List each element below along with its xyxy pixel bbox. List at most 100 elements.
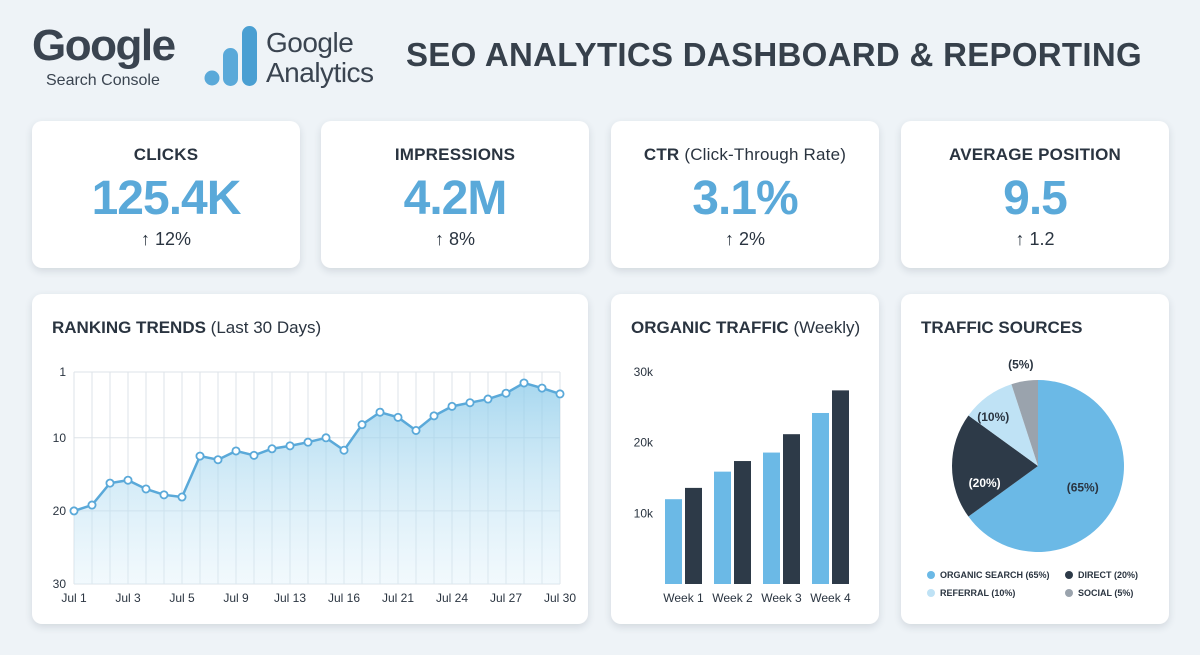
ranking-point [321,433,331,443]
ranking-point [357,420,367,430]
pie-slice [952,415,1038,517]
ranking-point [195,451,205,461]
x-tick-label: Jul 3 [115,591,141,605]
x-tick-label: Jul 30 [544,591,576,605]
pie-slice-label: (65%) [1067,481,1099,495]
ranking-point [267,444,277,454]
ranking-point [483,394,493,404]
organic-traffic-title: ORGANIC TRAFFIC (Weekly) [631,318,861,337]
ranking-point [159,490,169,500]
kpi-change: ↑ 1.2 [1015,229,1055,249]
legend-dot-icon [927,589,935,597]
analytics-bars-icon [204,26,257,86]
bar [685,487,702,584]
kpi-label: CLICKS [133,145,199,164]
kpi-label: AVERAGE POSITION [949,145,1121,164]
traffic-sources-panel: TRAFFIC SOURCES (65%) (20%) (10%) (5%) ORGA… [901,294,1169,624]
x-tick-label: Jul 5 [169,591,195,605]
ranking-point [303,437,313,447]
pie-slice-label: (5%) [1008,358,1033,372]
x-tick-label: Jul 9 [223,591,249,605]
ranking-trends-title: RANKING TRENDS (Last 30 Days) [52,318,322,337]
pie-slice [1011,380,1038,466]
kpi-card-impressions[interactable]: IMPRESSIONS 4.2M ↑ 8% [321,121,589,268]
ranking-area-fill [74,382,560,584]
legend-item-referral: REFERRAL (10%) [927,588,1015,598]
ranking-line [73,381,561,513]
gsc-logo-word: Google [32,21,176,70]
y-tick-label: 10k [634,506,654,520]
pie-slice-label: (10%) [977,410,1009,424]
kpi-value: 4.2M [403,172,508,225]
pie-slice [968,384,1038,466]
x-tick-label: Jul 16 [328,591,360,605]
ranking-point [105,478,115,488]
ranking-point [69,506,79,516]
traffic-sources-title: TRAFFIC SOURCES [921,318,1083,337]
x-tick-label: Week 2 [712,591,753,605]
legend-item-organic-search: ORGANIC SEARCH (65%) [927,570,1050,580]
ranking-point [141,484,151,494]
legend-dot-icon [1065,589,1073,597]
ranking-point [411,425,421,435]
y-tick-label: 20 [53,504,67,518]
kpi-change: ↑ 12% [140,229,192,249]
kpi-change: ↑ 8% [434,229,476,249]
ranking-point [537,383,547,393]
gsc-logo-subtitle: Search Console [46,72,160,89]
bar [812,412,829,584]
ga-logo-word-2: Analytics [266,57,374,88]
x-tick-label: Jul 27 [490,591,522,605]
ranking-point [393,412,403,422]
y-tick-label: 1 [59,365,66,379]
kpi-card-clicks[interactable]: CLICKS 125.4K ↑ 12% [32,121,300,268]
ranking-point [555,389,565,399]
kpi-value: 9.5 [1003,172,1068,225]
pie-slice [968,380,1124,552]
kpi-card-average-position[interactable]: AVERAGE POSITION 9.5 ↑ 1.2 [901,121,1169,268]
ranking-point [465,398,475,408]
ranking-point [123,475,133,485]
x-tick-label: Jul 24 [436,591,468,605]
legend-item-direct: DIRECT (20%) [1065,570,1138,580]
organic-traffic-chart: 10k 20k 30k Week 1 Week 2 Week 3 Week 4 [634,365,851,605]
ranking-point [519,378,529,388]
bar [714,471,731,584]
ranking-point [231,446,241,456]
ranking-point [447,401,457,411]
legend-dot-icon [927,571,935,579]
pie-slice-label: (20%) [969,476,1001,490]
y-tick-label: 20k [634,436,654,450]
ranking-point [429,411,439,421]
legend-item-social: SOCIAL (5%) [1065,588,1133,598]
ranking-point [375,407,385,417]
bar [783,434,800,584]
ranking-trends-panel: RANKING TRENDS (Last 30 Days) 1 10 20 30 Jul… [32,294,588,624]
kpi-change: ↑ 2% [724,229,766,249]
bar [832,390,849,584]
kpi-label: IMPRESSIONS [394,145,516,164]
x-tick-label: Week 4 [810,591,851,605]
bar [763,452,780,584]
ranking-point [249,450,259,460]
bar [734,461,751,584]
y-tick-label: 30 [53,577,67,591]
x-tick-label: Week 1 [663,591,704,605]
ranking-point [177,492,187,502]
ranking-point [87,500,97,510]
kpi-value: 3.1% [692,172,798,225]
header: Google Search Console Google Analytics S… [0,0,1200,110]
kpi-label: CTR (Click-Through Rate) [643,145,847,164]
organic-traffic-panel: ORGANIC TRAFFIC (Weekly) 10k 20k 30k Week 1… [611,294,879,624]
x-tick-label: Week 3 [761,591,802,605]
ranking-point [213,455,223,465]
kpi-card-ctr[interactable]: CTR (Click-Through Rate) 3.1% ↑ 2% [611,121,879,268]
bar [665,499,682,584]
google-analytics-logo: Google Analytics [204,24,384,94]
x-tick-label: Jul 1 [61,591,87,605]
google-search-console-logo: Google Search Console [32,22,192,90]
ranking-point [501,388,511,398]
ranking-point [285,441,295,451]
y-tick-label: 10 [53,431,67,445]
